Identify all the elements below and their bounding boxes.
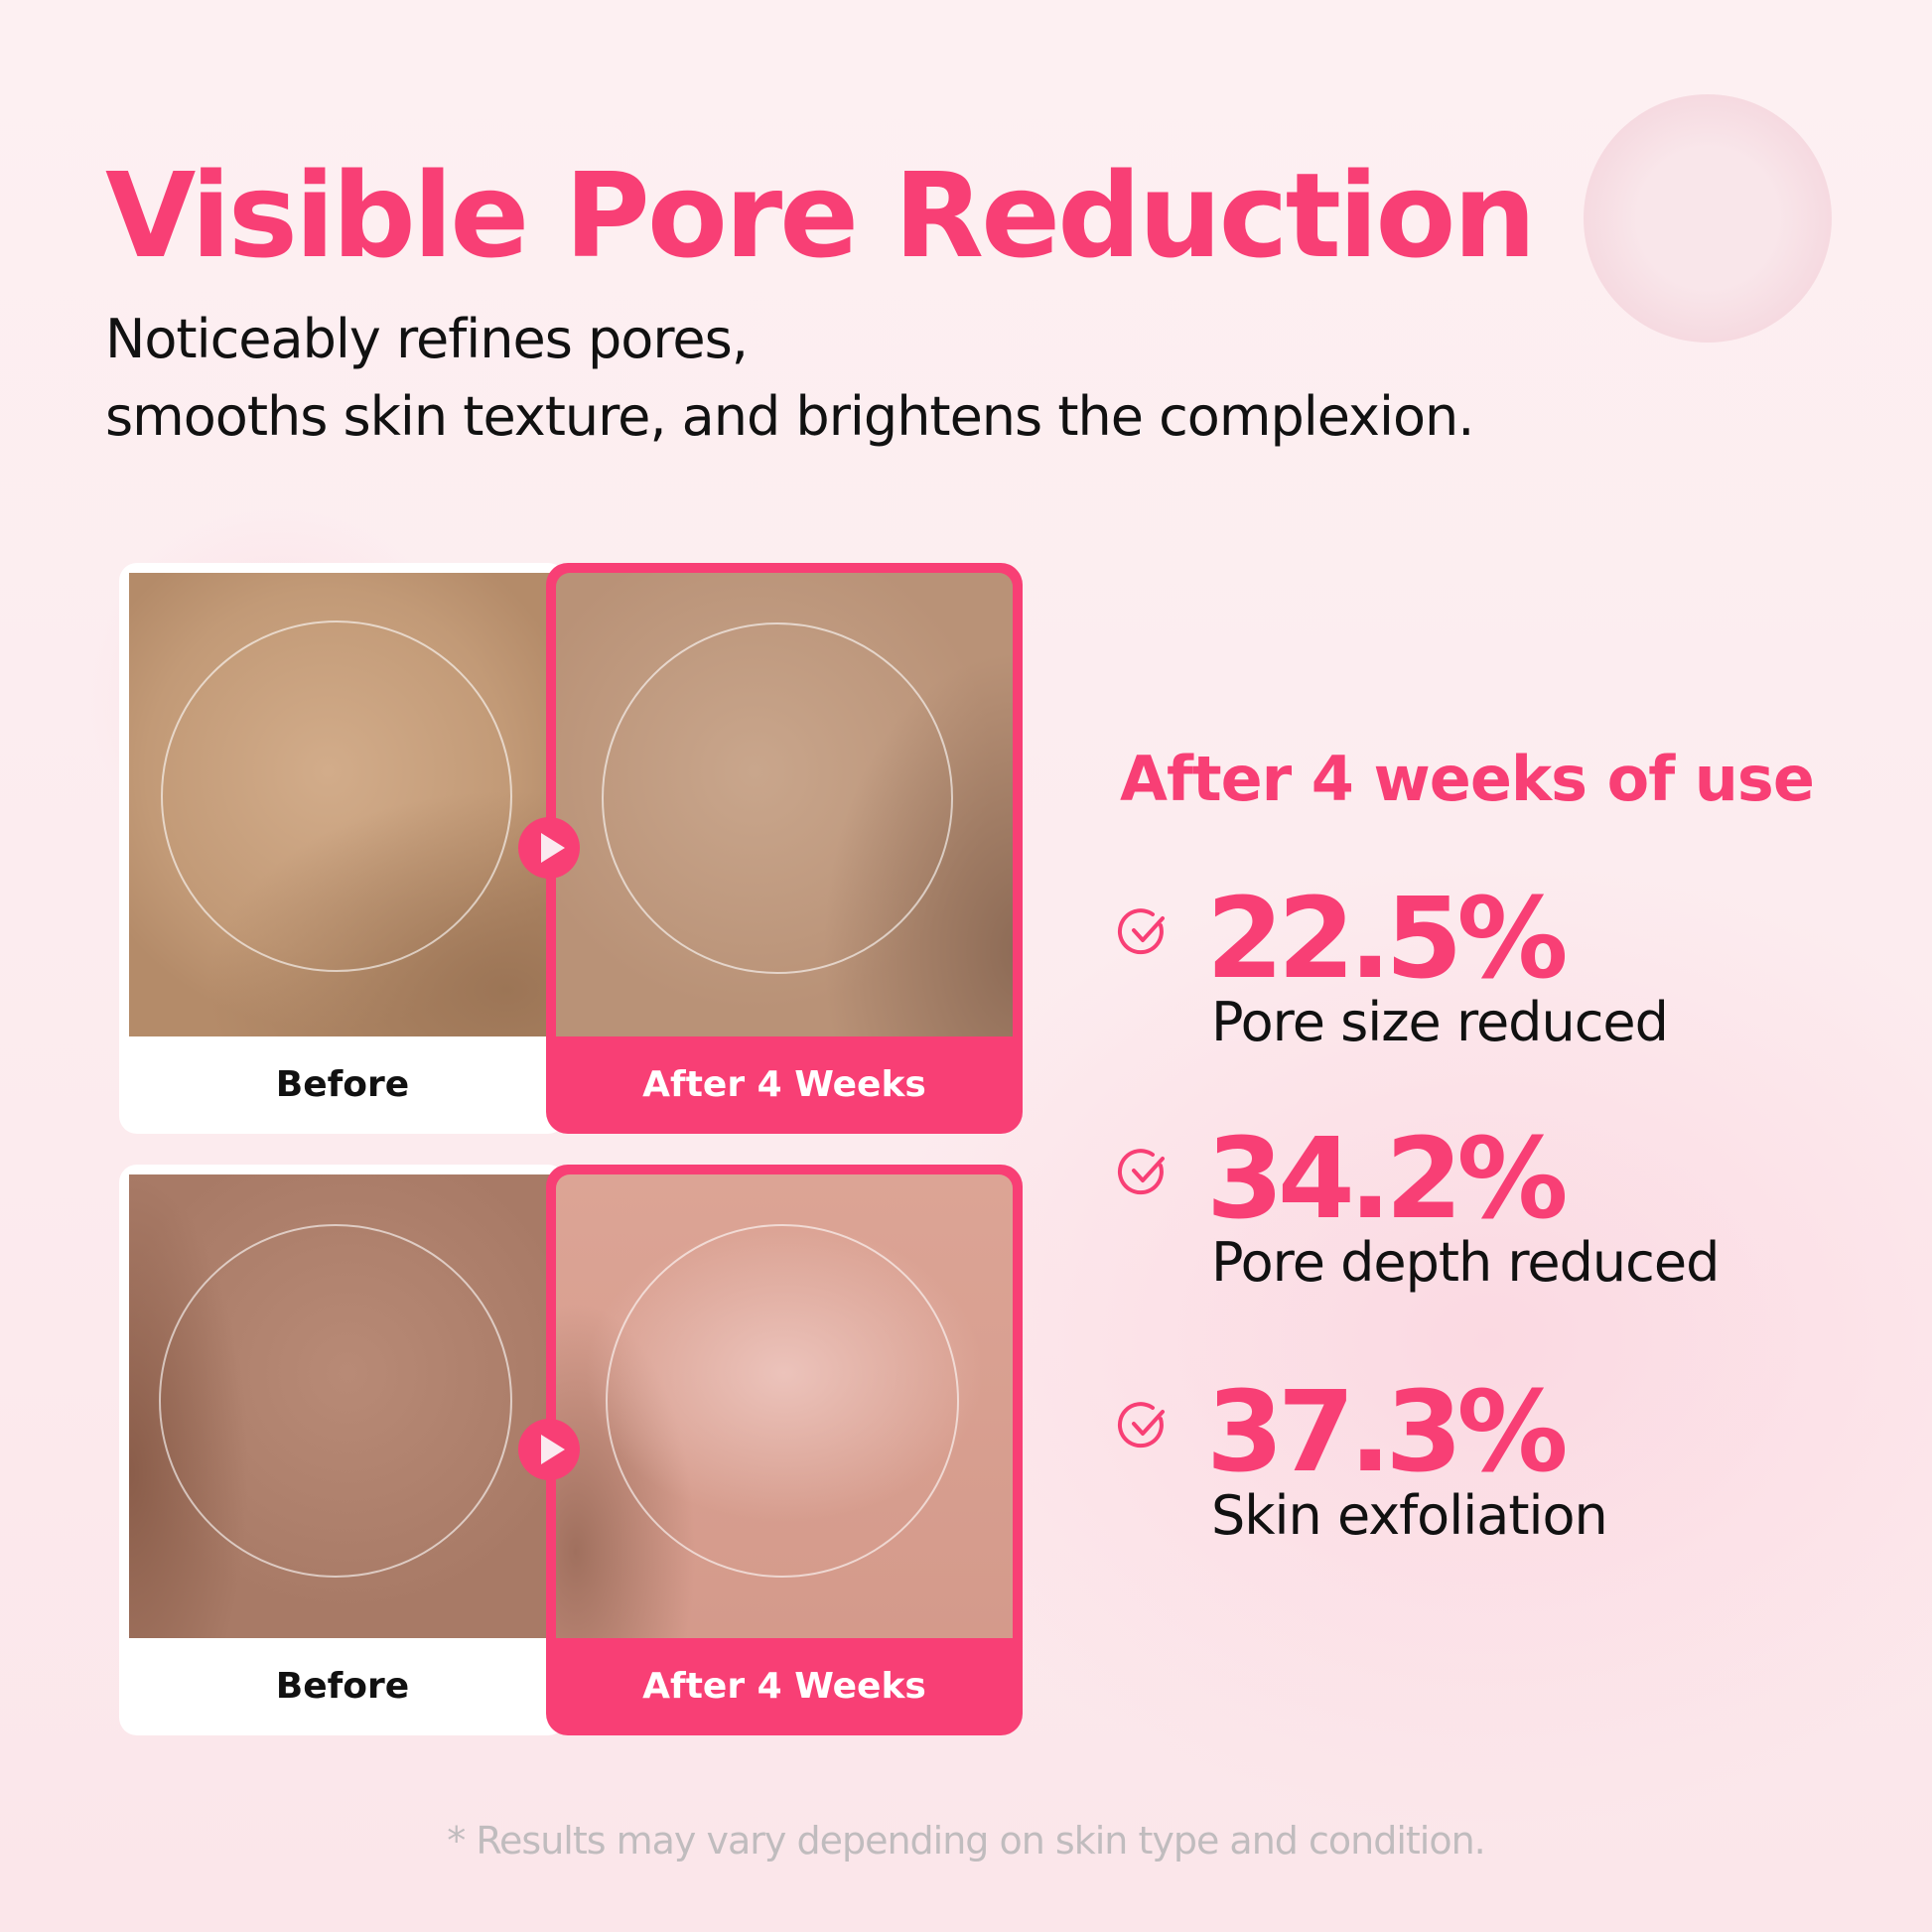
stat-label: Pore depth reduced bbox=[1211, 1231, 1720, 1294]
after-label: After 4 Weeks bbox=[642, 1064, 926, 1105]
stat-label: Skin exfoliation bbox=[1211, 1484, 1608, 1547]
arrow-play-icon bbox=[518, 1419, 580, 1480]
stat-value: 22.5% bbox=[1206, 875, 1569, 1004]
after-photo bbox=[556, 573, 1013, 1036]
subtitle-line-1: Noticeably refines pores, bbox=[105, 308, 749, 370]
disclaimer: * Results may vary depending on skin typ… bbox=[447, 1819, 1486, 1863]
stat-value: 34.2% bbox=[1206, 1115, 1569, 1244]
highlight-circle bbox=[161, 621, 512, 972]
before-label: Before bbox=[275, 1666, 410, 1707]
highlight-circle bbox=[602, 622, 953, 974]
stat-label: Pore size reduced bbox=[1211, 991, 1669, 1053]
decorative-bubble bbox=[1584, 94, 1832, 343]
after-photo bbox=[556, 1174, 1013, 1638]
arrow-play-icon bbox=[518, 817, 580, 879]
check-circle-icon bbox=[1117, 1402, 1165, 1449]
before-photo bbox=[129, 573, 556, 1036]
after-panel: After 4 Weeks bbox=[546, 563, 1023, 1134]
comparison-card-2: Before After 4 Weeks bbox=[119, 1165, 1023, 1735]
results-heading: After 4 weeks of use bbox=[1120, 743, 1815, 815]
before-photo bbox=[129, 1174, 556, 1638]
highlight-circle bbox=[159, 1224, 512, 1578]
subtitle-line-2: smooths skin texture, and brightens the … bbox=[105, 385, 1474, 448]
after-label: After 4 Weeks bbox=[642, 1666, 926, 1707]
before-label: Before bbox=[275, 1064, 410, 1105]
after-panel: After 4 Weeks bbox=[546, 1165, 1023, 1735]
page-title: Visible Pore Reduction bbox=[105, 147, 1536, 284]
comparison-card-1: Before After 4 Weeks bbox=[119, 563, 1023, 1134]
stat-value: 37.3% bbox=[1206, 1368, 1569, 1497]
highlight-circle bbox=[606, 1224, 959, 1578]
before-panel: Before bbox=[119, 563, 566, 1134]
before-panel: Before bbox=[119, 1165, 566, 1735]
check-circle-icon bbox=[1117, 1149, 1165, 1195]
check-circle-icon bbox=[1117, 908, 1165, 955]
